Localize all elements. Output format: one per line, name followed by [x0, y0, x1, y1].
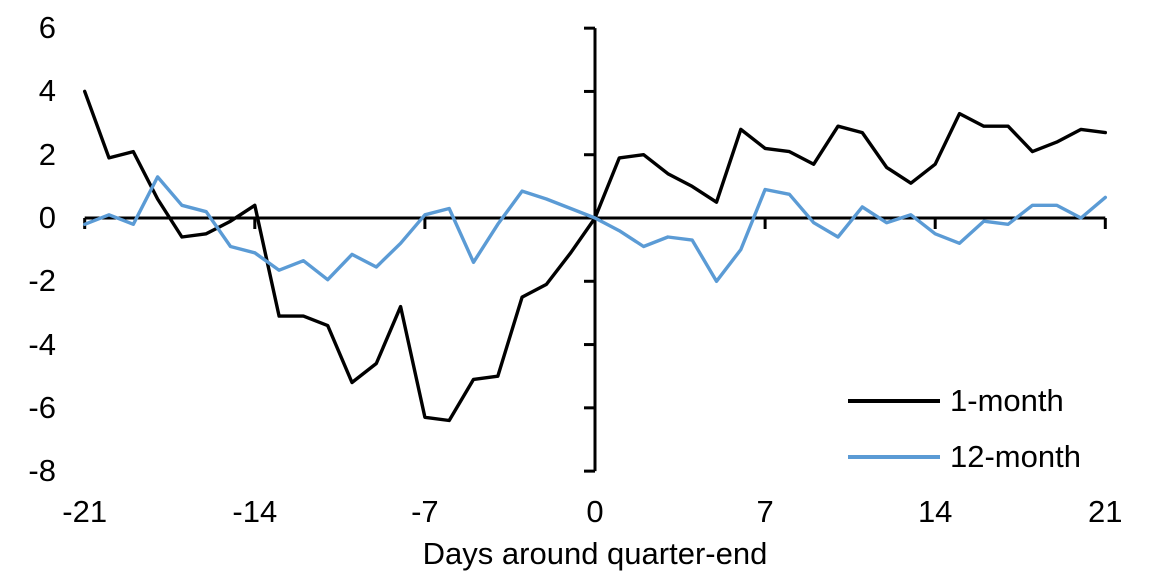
legend-line-swatch-1-month — [848, 399, 940, 403]
legend: 1-month 12-month — [848, 383, 1081, 495]
y-tick-label: -6 — [28, 389, 56, 425]
x-tick-label: 0 — [586, 494, 604, 529]
y-tick-label: 0 — [38, 200, 56, 235]
legend-line-swatch-12-month — [848, 455, 940, 459]
x-axis-title: Days around quarter-end — [422, 536, 768, 571]
legend-label-1-month: 1-month — [950, 383, 1064, 418]
x-tick-label: 21 — [1088, 494, 1123, 529]
y-tick-label: 4 — [38, 73, 56, 109]
y-tick-label: 6 — [38, 10, 56, 46]
x-tick-label: 14 — [917, 494, 953, 529]
y-tick-label: -4 — [28, 326, 56, 362]
y-tick-label: 2 — [38, 136, 56, 172]
legend-item-1-month: 1-month — [848, 383, 1081, 419]
x-tick-label: -14 — [232, 494, 278, 529]
x-tick-label: 7 — [756, 494, 774, 529]
series-line-12-month — [82, 175, 1108, 283]
x-tick-label: -21 — [62, 494, 108, 529]
legend-label-12-month: 12-month — [950, 439, 1081, 474]
y-tick-label: -2 — [28, 263, 56, 299]
legend-item-12-month: 12-month — [848, 439, 1081, 475]
x-tick-label: -7 — [411, 494, 439, 529]
y-tick-label: -8 — [28, 453, 56, 489]
